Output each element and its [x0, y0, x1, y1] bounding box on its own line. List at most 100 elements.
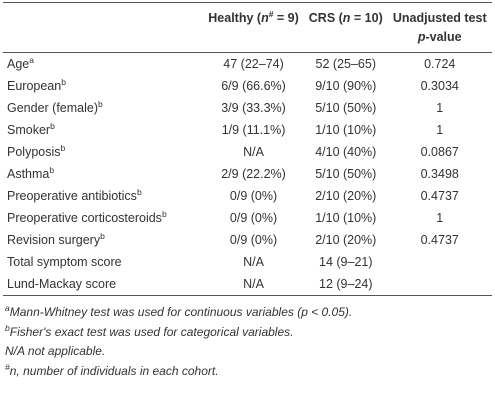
row-label: Europeanb [3, 75, 203, 97]
row-label-sup: b [50, 121, 55, 131]
row-label-text: Lund-Mackay score [7, 277, 117, 291]
row-label-sup: b [100, 231, 105, 241]
header-sup: # [268, 9, 274, 19]
footnote: N/A not applicable. [5, 342, 495, 362]
table-cell: 5/10 (50%) [315, 167, 377, 181]
table-cell: 9/10 (90%) [315, 79, 377, 93]
table-cell: 0/9 (0%) [229, 233, 278, 247]
row-label-text: Polyposis [7, 145, 61, 159]
table-cell [387, 273, 492, 296]
table-cell: 4/10 (40%) [315, 145, 377, 159]
header-italic: p [417, 30, 426, 44]
row-label: Lund-Mackay score [3, 273, 203, 296]
table-cell: N/A [243, 255, 264, 269]
table-cell: 0.3498 [420, 167, 459, 181]
row-label-sup: b [60, 143, 66, 153]
row-label-text: Smoker [7, 123, 51, 137]
table-cell: 0.4737 [420, 233, 459, 247]
row-label: Total symptom score [3, 251, 203, 273]
header-text: Unadjusted test [392, 11, 487, 25]
row-label: Preoperative corticosteroidsb [3, 207, 203, 229]
footnotes: aMann-Whitney test was used for continuo… [5, 303, 495, 381]
footnote-text: Mann-Whitney test was used for continuou… [9, 305, 353, 319]
table-row: Lund-Mackay score N/A 12 (9–24) [3, 273, 492, 296]
table-cell: 2/10 (20%) [315, 233, 377, 247]
row-label: Asthmab [3, 163, 203, 185]
header-text: = 10) [350, 11, 383, 25]
table-row: Preoperative corticosteroidsb 0/9 (0%) 1/1… [3, 207, 492, 229]
table-row: Europeanb 6/9 (66.6%) 9/10 (90%) 0.3034 [3, 75, 492, 97]
row-label-text: Preoperative corticosteroids [7, 211, 162, 225]
table-cell: 0/9 (0%) [229, 189, 278, 203]
table-cell: 0.3034 [420, 79, 459, 93]
table-cell: 2/9 (22.2%) [221, 167, 286, 181]
footnote-sup: b [5, 322, 10, 333]
table-cell: 12 (9–24) [319, 277, 373, 291]
footnote-text: , number of individuals in each cohort. [16, 363, 219, 378]
table-cell: N/A [243, 277, 264, 291]
table-row: Total symptom score N/A 14 (9–21) [3, 251, 492, 273]
header-text: CRS ( [308, 11, 343, 25]
header-text: Healthy ( [208, 11, 262, 25]
table-cell: 52 (25–65) [315, 57, 376, 71]
row-label-sup: b [49, 165, 55, 175]
footnote-text: N/A not applicable. [5, 344, 106, 358]
row-label: Polyposisb [3, 141, 203, 163]
header-text: = 9) [273, 11, 299, 25]
footnote-sup: # [5, 361, 10, 372]
row-label-sup: b [61, 77, 66, 87]
table-row: Asthmab 2/9 (22.2%) 5/10 (50%) 0.3498 [3, 163, 492, 185]
row-label: Preoperative antibioticsb [3, 185, 203, 207]
table-cell [387, 251, 492, 273]
row-label-sup: a [29, 55, 34, 65]
row-label-text: Age [7, 57, 30, 71]
footnote: #n, number of individuals in each cohort… [5, 362, 495, 382]
table-cell: 1/10 (10%) [315, 123, 377, 137]
row-label-text: Total symptom score [7, 255, 122, 269]
row-label: Revision surgeryb [3, 229, 203, 251]
row-label-text: Asthma [7, 167, 50, 181]
row-label: Agea [3, 53, 203, 76]
table-row: Gender (female)b 3/9 (33.3%) 5/10 (50%) 1 [3, 97, 492, 119]
table-cell: 2/10 (20%) [315, 189, 377, 203]
table-row: Polyposisb N/A 4/10 (40%) 0.0867 [3, 141, 492, 163]
data-table: Healthy (n# = 9) CRS (n = 10) Unadjusted t… [3, 2, 492, 296]
table-cell: 1/10 (10%) [315, 211, 377, 225]
table-cell: 1 [436, 211, 444, 225]
table-body: Agea 47 (22–74) 52 (25–65) 0.724 Europeanb 6/… [3, 53, 492, 296]
table-cell: 1/9 (11.1%) [221, 123, 286, 137]
table-cell: 0.0867 [420, 145, 459, 159]
table-row: Agea 47 (22–74) 52 (25–65) 0.724 [3, 53, 492, 76]
table-cell: 47 (22–74) [223, 57, 284, 71]
table-cell: 5/10 (50%) [315, 101, 377, 115]
header-row: Healthy (n# = 9) CRS (n = 10) Unadjusted t… [3, 2, 492, 53]
header-cell: Unadjusted test p-value [387, 3, 492, 53]
footnote-sup: a [5, 303, 10, 313]
table-cell: N/A [243, 145, 264, 159]
row-label-sup: b [136, 187, 142, 197]
table-cell: 1 [436, 101, 444, 115]
table-row: Smokerb 1/9 (11.1%) 1/10 (10%) 1 [3, 119, 492, 141]
header-cell: Healthy (n# = 9) [203, 3, 304, 53]
row-label-sup: b [161, 209, 167, 219]
header-cell: CRS (n = 10) [304, 3, 387, 53]
row-label-text: Revision surgery [7, 233, 101, 247]
table-cell: 1 [436, 123, 444, 137]
footnote-italic: n [9, 363, 17, 378]
table-cell: 3/9 (33.3%) [221, 101, 286, 115]
row-label-sup: b [98, 99, 103, 109]
table-cell: 0.4737 [420, 189, 459, 203]
table-row: Revision surgeryb 0/9 (0%) 2/10 (20%) 0.473… [3, 229, 492, 251]
table-cell: 6/9 (66.6%) [221, 79, 286, 93]
header-italic: n [342, 11, 351, 25]
header-italic: n [261, 11, 269, 25]
table-row: Preoperative antibioticsb 0/9 (0%) 2/10 (2… [3, 185, 492, 207]
footnote: bFisher's exact test was used for catego… [5, 323, 495, 343]
row-label-text: European [7, 79, 62, 93]
row-label: Smokerb [3, 119, 203, 141]
row-label-text: Preoperative antibiotics [7, 189, 137, 203]
table-cell: 0/9 (0%) [229, 211, 278, 225]
header-cell [3, 3, 203, 53]
row-label-text: Gender (female) [7, 101, 99, 115]
